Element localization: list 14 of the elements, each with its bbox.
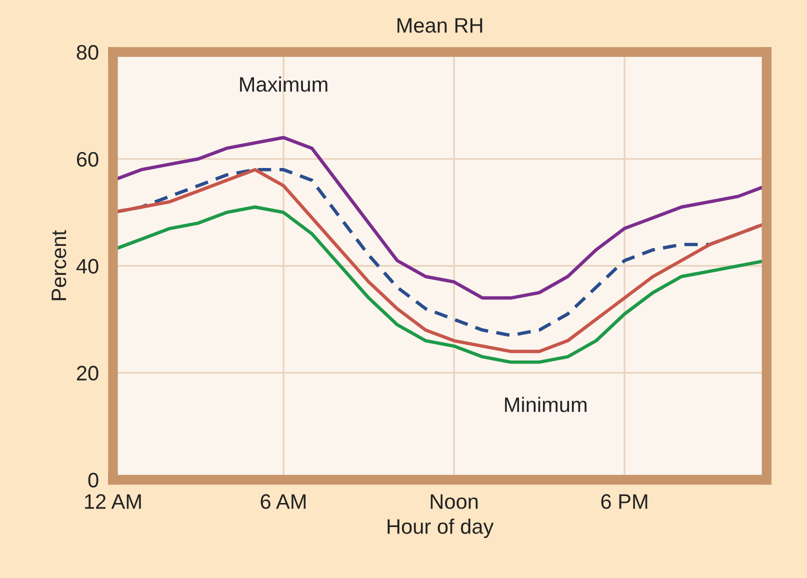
x-tick-label: 6 AM [260,494,306,509]
text: Maximum [240,76,328,92]
x-tick-label: 12 AM [85,494,141,509]
chart-title: Mean RH [398,18,482,33]
x-axis-title: Hour of day [388,518,494,538]
y-tick-label: 0 [88,472,98,488]
y-tick-label: 80 [76,45,98,60]
x-tick-label: Noon [430,494,478,509]
y-axis-title: Percent [52,230,66,300]
x-tick-label: 6 PM [601,494,648,509]
y-tick-label: 20 [76,366,98,381]
y-tick-label: 60 [76,152,98,167]
y-tick-label: 40 [76,258,98,274]
series-label: Minimum [505,396,586,412]
